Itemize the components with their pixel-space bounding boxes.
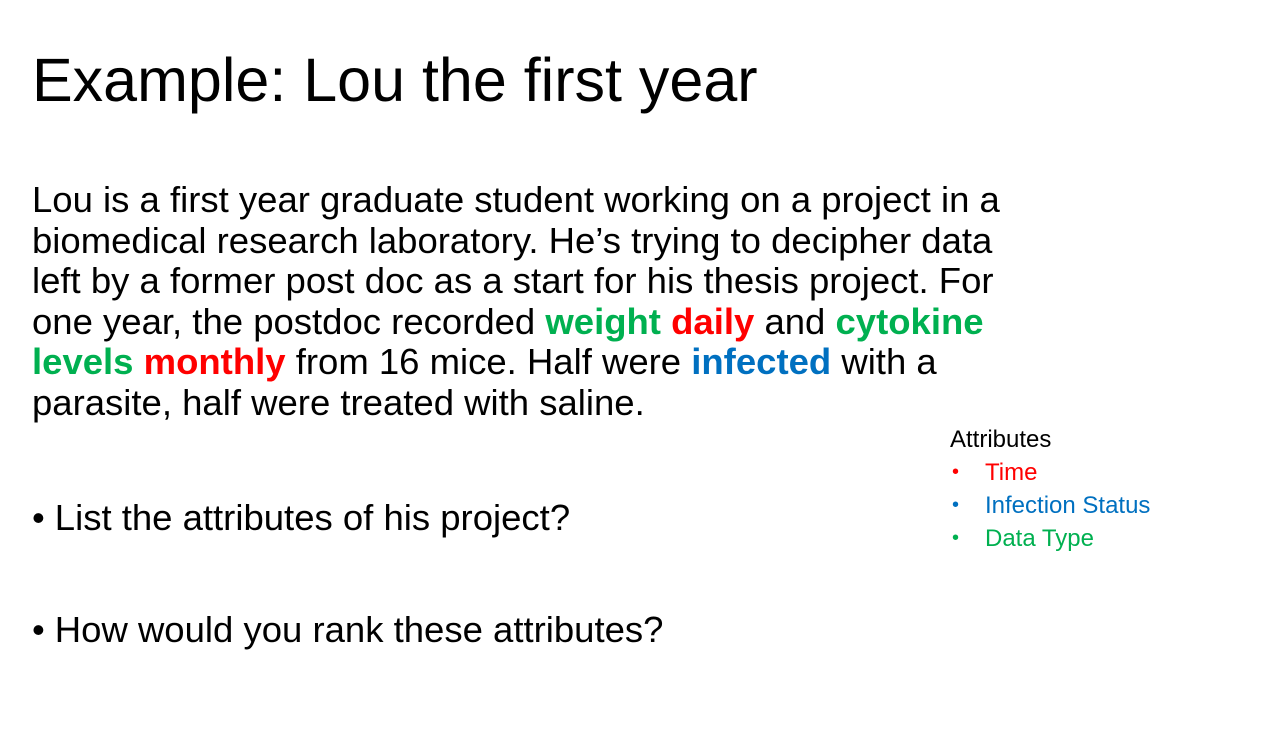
paragraph-line: Lou is a first year graduate student wor…: [32, 179, 1000, 220]
paragraph-text: with a: [831, 341, 937, 382]
paragraph-text: from 16 mice. Half were: [285, 341, 692, 382]
attribute-item-infection-status: • Infection Status: [950, 489, 1150, 522]
attribute-item-data-type: • Data Type: [950, 522, 1150, 555]
question-text: How would you rank these attributes?: [54, 609, 664, 650]
paragraph-line: levels monthly from 16 mice. Half were i…: [32, 341, 1232, 383]
bullet-dot-icon: •: [952, 461, 960, 483]
attribute-item-time: • Time: [950, 456, 1150, 489]
attribute-label: Data Type: [985, 525, 1094, 552]
paragraph-line: biomedical research laboratory. He’s try…: [32, 219, 993, 261]
keyword-daily: daily: [671, 300, 755, 342]
bullet-dot-icon: •: [32, 609, 45, 650]
attribute-label: Infection Status: [985, 492, 1151, 519]
paragraph-line: parasite, half were treated with saline.: [32, 381, 645, 423]
keyword-weight: weight: [545, 300, 661, 342]
scenario-paragraph: Lou is a first year graduate student wor…: [32, 179, 1232, 423]
bullet-dot-icon: •: [32, 497, 45, 538]
keyword-cytokine: cytokine: [835, 300, 984, 342]
bullet-dot-icon: •: [952, 494, 960, 516]
paragraph-text: one year, the postdoc recorded: [32, 300, 546, 342]
keyword-infected: infected: [691, 341, 832, 382]
paragraph-line: left by a former post doc as a start for…: [32, 260, 994, 301]
paragraph-text: [661, 301, 671, 342]
paragraph-text: [133, 341, 143, 382]
attributes-box: Attributes • Time • Infection Status • D…: [950, 423, 1150, 555]
question-list-attributes: • List the attributes of his project?: [32, 496, 570, 540]
bullet-dot-icon: •: [952, 527, 960, 549]
attribute-label: Time: [985, 459, 1038, 486]
attributes-heading: Attributes: [950, 426, 1052, 453]
question-text: List the attributes of his project?: [54, 497, 571, 538]
keyword-levels: levels: [32, 341, 134, 382]
slide-title: Example: Lou the first year: [32, 46, 758, 114]
keyword-monthly: monthly: [143, 341, 286, 382]
question-rank-attributes: • How would you rank these attributes?: [32, 608, 663, 652]
paragraph-text: and: [754, 300, 836, 342]
paragraph-line: one year, the postdoc recorded weight da…: [32, 300, 1232, 343]
